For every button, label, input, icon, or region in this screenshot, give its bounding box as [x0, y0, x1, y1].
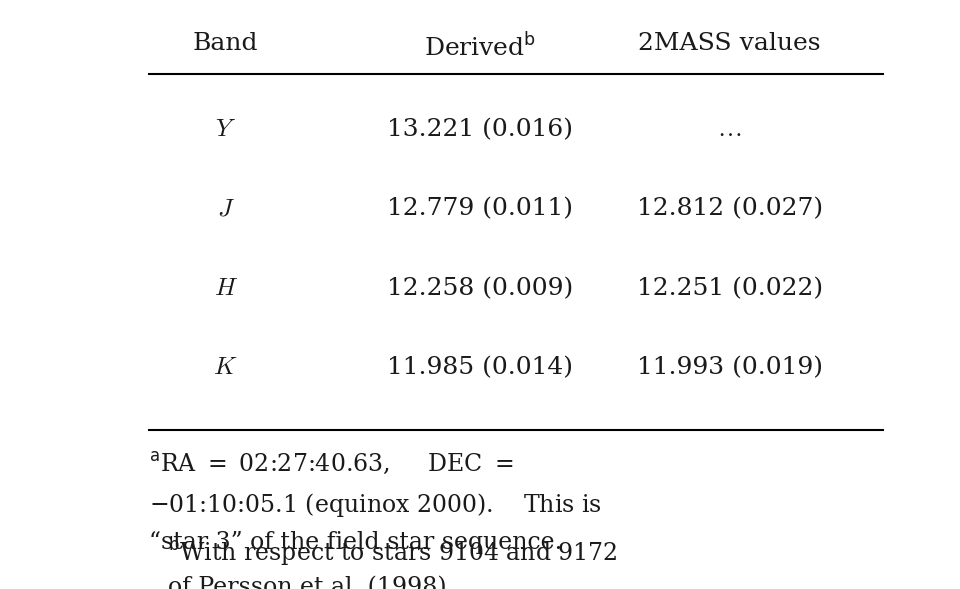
Text: $Y$: $Y$ [215, 118, 236, 141]
Text: $\ldots$: $\ldots$ [717, 118, 742, 141]
Text: 12.812 (0.027): 12.812 (0.027) [636, 197, 823, 220]
Text: 11.985 (0.014): 11.985 (0.014) [387, 356, 573, 379]
Text: $J$: $J$ [217, 197, 234, 220]
Text: “star 3” of the field star sequence.: “star 3” of the field star sequence. [149, 531, 562, 554]
Text: 12.779 (0.011): 12.779 (0.011) [387, 197, 573, 220]
Text: $^\mathrm{a}$RA $=$ 02:27:40.63,     DEC $=$: $^\mathrm{a}$RA $=$ 02:27:40.63, DEC $=$ [149, 451, 513, 477]
Text: 13.221 (0.016): 13.221 (0.016) [387, 118, 573, 141]
Text: 12.251 (0.022): 12.251 (0.022) [636, 277, 823, 300]
Text: $^\mathrm{b}$With respect to stars 9104 and 9172: $^\mathrm{b}$With respect to stars 9104 … [168, 536, 617, 570]
Text: Band: Band [193, 32, 258, 55]
Text: 12.258 (0.009): 12.258 (0.009) [387, 277, 573, 300]
Text: $K$: $K$ [213, 356, 238, 379]
Text: Derived$^\mathrm{b}$: Derived$^\mathrm{b}$ [424, 32, 536, 61]
Text: 2MASS values: 2MASS values [638, 32, 821, 55]
Text: $-$01:10:05.1 (equinox 2000).    This is: $-$01:10:05.1 (equinox 2000). This is [149, 491, 602, 519]
Text: of Persson et al. (1998).: of Persson et al. (1998). [168, 576, 454, 589]
Text: 11.993 (0.019): 11.993 (0.019) [636, 356, 823, 379]
Text: $H$: $H$ [213, 277, 238, 300]
